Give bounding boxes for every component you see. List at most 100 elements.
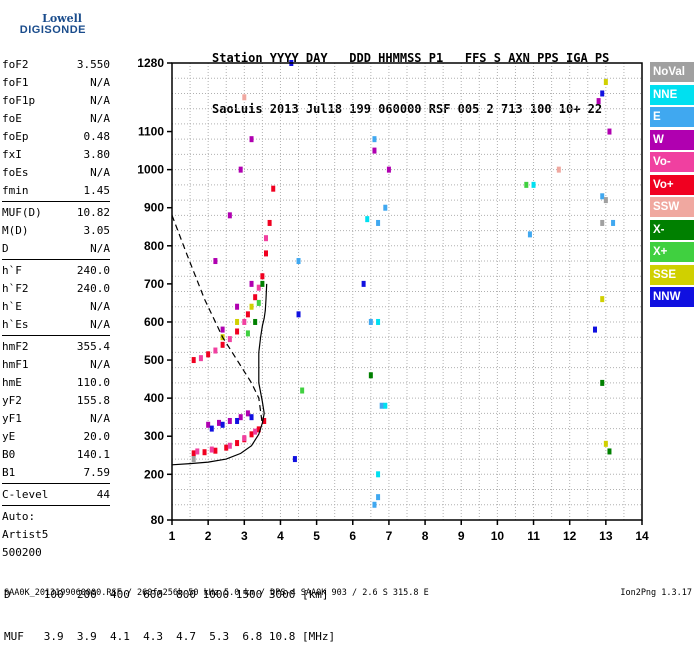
echo-point-e (379, 402, 384, 409)
echo-point-w (206, 421, 211, 428)
echo-point-vo (220, 341, 225, 348)
echo-point-w (245, 410, 250, 417)
param-name: h`Es (2, 318, 29, 331)
legend-item: NoVal (650, 62, 694, 82)
param-row: h`E N/A (2, 298, 110, 316)
echo-point-e (296, 258, 301, 265)
param-row: yE 20.0 (2, 428, 110, 446)
frequency-axis: 1 2 3 4 5 6 7 8 9 10 11 12 13 14 (169, 520, 649, 543)
x-tick-label: 8 (422, 529, 429, 543)
y-tick-label: 700 (144, 277, 164, 291)
param-value: N/A (90, 112, 110, 125)
echo-point-noval (603, 197, 608, 204)
y-tick-label: 500 (144, 353, 164, 367)
param-row: foF1 N/A (2, 74, 110, 92)
echo-point-w (372, 147, 377, 154)
echo-point-sse (235, 318, 240, 325)
echo-point-e (383, 204, 388, 211)
echo-point-vo (191, 357, 196, 364)
param-name: hmF1 (2, 358, 29, 371)
ionogram-chart: 1 2 3 4 5 6 7 8 9 10 11 12 13 14 80200300400500600700… (137, 56, 649, 543)
echo-point-vo (235, 440, 240, 447)
param-value: N/A (90, 166, 110, 179)
param-row: yF2 155.8 (2, 392, 110, 410)
y-tick-label: 800 (144, 239, 164, 253)
param-value: 20.0 (83, 430, 111, 443)
param-value: 10.82 (76, 206, 110, 219)
legend-item: Vo+ (650, 174, 694, 195)
param-name: foEp (2, 130, 29, 143)
echo-point-w (227, 212, 232, 219)
echo-point-vo (253, 428, 258, 435)
artist-version: Artist5 (2, 528, 49, 541)
echo-point-vo (264, 235, 268, 242)
echo-point-vo (191, 450, 196, 457)
param-name: h`E (2, 300, 22, 313)
param-name: foF2 (2, 58, 29, 71)
header-line-1: Station YYYY DAY DDD HHMMSS P1 FFS S AXN… (212, 51, 610, 65)
param-value: 3.550 (76, 58, 110, 71)
parameter-group-virtual-heights: h`F 240.0 h`F2 240.0 h`E N/A h`Es N/A (2, 262, 110, 334)
echo-point-nnw (600, 90, 605, 97)
param-value: 7.59 (83, 466, 111, 479)
x-tick-label: 9 (458, 529, 465, 543)
x-tick-label: 1 (169, 529, 176, 543)
param-name: M(D) (2, 224, 29, 237)
profile-solid (171, 283, 268, 466)
echo-point-nnw (249, 414, 254, 421)
param-value: N/A (90, 300, 110, 313)
echo-point-vo (206, 351, 211, 358)
param-row: M(D) 3.05 (2, 222, 110, 240)
param-name: MUF(D) (2, 206, 42, 219)
param-row: hmF2 355.4 (2, 338, 110, 356)
echo-point-x (368, 372, 373, 379)
auto-label: Auto: (2, 510, 36, 523)
y-tick-label: 1000 (137, 163, 164, 177)
echo-point-nne (531, 181, 536, 188)
echo-point-w (249, 280, 254, 287)
logo-lowell-text: Lowell (42, 12, 82, 25)
param-name: fmin (2, 184, 29, 197)
parameter-group-muf: MUF(D) 10.82 M(D) 3.05 D N/A (2, 204, 110, 258)
echo-point-vo (213, 447, 218, 454)
profile-dashed (171, 215, 263, 425)
x-tick-label: 7 (386, 529, 393, 543)
param-row: D N/A (2, 240, 110, 258)
x-tick-label: 3 (241, 529, 248, 543)
scaled-parameters-panel: foF2 3.550 foF1 N/A foF1p N/A foE N/A foEp 0.48 fx… (2, 56, 110, 562)
echo-point-vo (213, 347, 218, 354)
param-value: N/A (90, 358, 110, 371)
echo-point-w (235, 303, 240, 310)
version-label: Ion2Png 1.3.17 (620, 588, 692, 598)
x-tick-label: 13 (599, 529, 613, 543)
echo-point-e (376, 494, 381, 501)
x-tick-label: 5 (313, 529, 320, 543)
parameter-group-profile: hmF2 355.4 hmF1 N/A hmE 110.0 yF2 155.8 yF1 N/A yE… (2, 338, 110, 482)
param-row: fxI 3.80 (2, 146, 110, 164)
param-name: yF1 (2, 412, 22, 425)
legend-item: E (650, 107, 694, 127)
echo-point-nnw (296, 311, 301, 318)
param-name: hmE (2, 376, 22, 389)
echo-point-vo (245, 311, 250, 318)
param-value: N/A (90, 94, 110, 107)
echo-point-w (386, 166, 391, 173)
echo-point-e (372, 136, 377, 143)
x-tick-label: 14 (635, 529, 649, 543)
y-tick-label: 300 (144, 429, 164, 443)
x-tick-label: 6 (349, 529, 356, 543)
echo-point-ssw (242, 94, 247, 101)
param-name: B0 (2, 448, 16, 461)
y-tick-label: 80 (151, 513, 165, 527)
legend-item: X+ (650, 242, 694, 262)
param-row-c-level: C-level 44 (2, 486, 110, 504)
param-row: foF2 3.550 (2, 56, 110, 74)
echo-point-e (372, 501, 377, 508)
echo-point-vo (227, 336, 232, 343)
y-tick-label: 900 (144, 201, 164, 215)
legend-item: SSW (650, 197, 694, 217)
echo-point-nnw (209, 425, 214, 432)
param-name: fxI (2, 148, 22, 161)
param-name: C-level (2, 488, 49, 501)
param-name: D (2, 242, 9, 255)
